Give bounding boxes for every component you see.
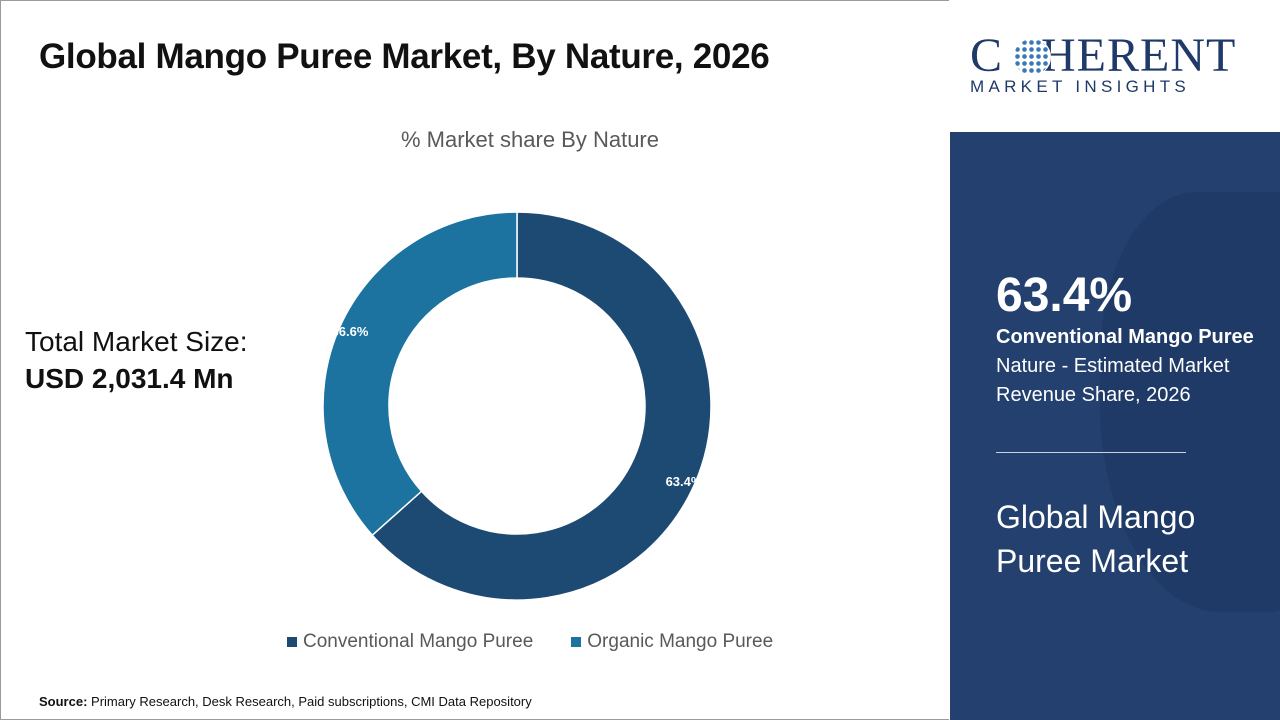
legend-swatch-organic [571,637,582,647]
sidebar-market-name: Global Mango Puree Market [996,499,1196,579]
company-logo: C HERENT MARKET INSIGHTS [950,0,1280,130]
legend-label-conventional: Conventional Mango Puree [303,631,534,652]
total-market-size: Total Market Size: USD 2,031.4 Mn [25,325,248,399]
logo-letters-rest: HERENT [1041,29,1237,82]
total-market-value: USD 2,031.4 Mn [25,363,234,394]
sidebar-desc-bold: Conventional Mango Puree [996,326,1254,348]
page-title: Global Mango Puree Market, By Nature, 20… [39,37,770,76]
legend-label-organic: Organic Mango Puree [587,631,774,652]
sidebar-stat: 63.4% [996,269,1133,322]
sidebar-desc-rest: Nature - Estimated Market Revenue Share,… [996,355,1230,406]
globe-icon [1013,38,1051,76]
legend-item-conventional: Conventional Mango Puree [287,631,533,653]
data-label-organic: 36.6% [332,324,369,339]
donut-chart: 63.4% 36.6% [322,211,712,601]
sidebar-description: Conventional Mango Puree Nature - Estima… [996,323,1256,410]
map-silhouette [1100,192,1280,612]
source-note: Source: Primary Research, Desk Research,… [39,694,532,709]
donut-slice-organic [322,211,518,537]
source-text: Primary Research, Desk Research, Paid su… [91,694,532,709]
donut-slice-conventional [371,211,712,601]
legend-swatch-conventional [287,637,297,647]
chart-title: % Market share By Nature [401,127,659,152]
data-label-conventional: 63.4% [666,474,703,489]
chart-panel [0,0,949,720]
legend-item-organic: Organic Mango Puree [571,631,773,653]
total-market-label: Total Market Size: [25,326,248,357]
logo-subtitle: MARKET INSIGHTS [970,77,1191,96]
sidebar-divider [996,452,1186,453]
logo-wordmark: C HERENT [970,28,1236,83]
logo-letter-c: C [970,29,1004,82]
chart-legend: Conventional Mango Puree Organic Mango P… [287,631,773,653]
sidebar-panel [950,132,1280,720]
source-label: Source: [39,694,88,709]
